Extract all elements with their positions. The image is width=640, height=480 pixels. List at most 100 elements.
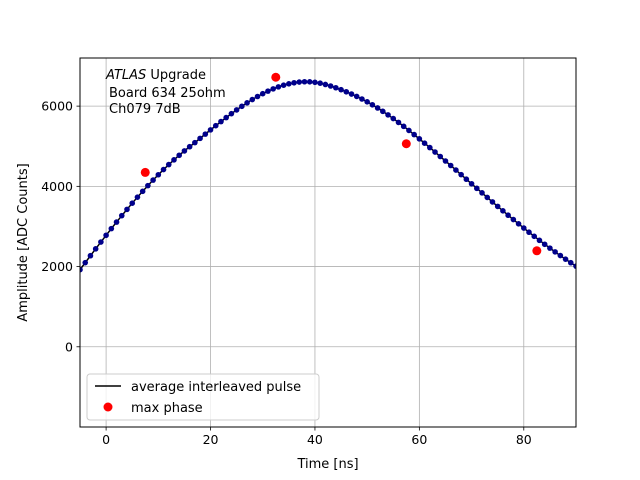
y-tick-label: 2000	[41, 259, 73, 274]
pulse-sample-point	[338, 86, 344, 93]
pulse-sample-point	[165, 161, 172, 168]
pulse-sample-point	[374, 105, 381, 111]
pulse-sample-point	[510, 216, 517, 223]
pulse-sample-point	[567, 259, 574, 266]
annotation-line-1: ATLAS Upgrade	[105, 68, 206, 83]
pulse-sample-point	[186, 143, 193, 150]
x-tick-label: 0	[102, 432, 110, 447]
pulse-sample-point	[286, 81, 292, 87]
annotation-atlas: ATLAS	[105, 68, 146, 83]
pulse-sample-point	[536, 237, 543, 244]
pulse-sample-point	[494, 203, 501, 210]
annotation-line-3: Ch079 7dB	[109, 102, 181, 117]
pulse-sample-point	[249, 96, 256, 103]
pulse-sample-point	[118, 212, 125, 219]
annotation: ATLAS Upgrade Board 634 25ohm Ch079 7dB	[105, 68, 226, 117]
grid	[80, 58, 576, 427]
pulse-sample-point	[333, 84, 339, 91]
pulse-sample-point	[385, 112, 391, 118]
pulse-sample-point	[520, 225, 527, 231]
max-phase-point	[401, 139, 411, 149]
legend: average interleaved pulse max phase	[86, 373, 320, 421]
pulse-sample-point	[280, 82, 287, 88]
pulse-sample-point	[312, 79, 318, 86]
pulse-sample-point	[207, 127, 214, 133]
pulse-sample-point	[474, 185, 480, 192]
pulse-sample-point	[103, 232, 109, 239]
axis-ticks: 0 20 40 60 80 0 2000 4000 6000	[41, 99, 532, 447]
pulse-sample-point	[526, 229, 532, 236]
pulse-sample-point	[453, 167, 459, 173]
pulse-sample-point	[505, 212, 511, 219]
pulse-sample-point	[359, 96, 365, 102]
legend-label-average-pulse: average interleaved pulse	[131, 380, 301, 395]
pulse-sample-point	[442, 158, 449, 164]
pulse-sample-point	[124, 206, 130, 213]
pulse-sample-point	[296, 79, 303, 85]
pulse-sample-point	[484, 194, 491, 201]
pulse-sample-point	[541, 241, 548, 248]
pulse-sample-point	[489, 199, 496, 205]
pulse-sample-point	[547, 245, 553, 251]
pulse-sample-point	[197, 135, 203, 142]
pulse-sample-point	[155, 171, 162, 178]
max-phase-point	[271, 72, 281, 82]
pulse-sample-point	[552, 249, 558, 255]
pulse-sample-point	[254, 93, 261, 100]
y-tick-label: 4000	[41, 179, 73, 194]
pulse-sample-point	[406, 127, 412, 134]
pulse-sample-point	[416, 136, 423, 142]
pulse-sample-point	[92, 246, 99, 252]
pulse-sample-point	[301, 78, 308, 85]
pulse-sample-point	[181, 148, 188, 154]
pulse-sample-point	[82, 259, 89, 266]
pulse-sample-point	[228, 110, 235, 117]
max-phase-point	[140, 167, 150, 177]
pulse-sample-point	[400, 123, 407, 130]
pulse-sample-point	[447, 162, 454, 169]
pulse-sample-point	[223, 114, 229, 121]
pulse-sample-point	[364, 98, 370, 105]
annotation-upgrade: Upgrade	[146, 68, 206, 83]
x-axis-label: Time [ns]	[296, 457, 358, 472]
annotation-line-2: Board 634 25ohm	[109, 86, 226, 101]
pulse-sample-point	[458, 171, 464, 178]
pulse-sample-point	[150, 177, 156, 183]
pulse-sample-point	[306, 79, 313, 85]
legend-label-max-phase: max phase	[131, 401, 203, 416]
pulse-sample-point	[176, 152, 182, 159]
pulse-sample-point	[129, 200, 136, 206]
x-tick-label: 20	[203, 432, 219, 447]
pulse-sample-point	[437, 153, 444, 160]
pulse-sample-point	[80, 266, 83, 273]
pulse-sample-point	[380, 108, 386, 115]
pulse-sample-point	[353, 93, 360, 100]
pulse-sample-point	[317, 80, 323, 86]
plot-data	[80, 72, 576, 273]
pulse-sample-point	[113, 219, 120, 225]
pulse-sample-point	[108, 225, 115, 232]
pulse-sample-point	[343, 88, 350, 95]
pulse-sample-point	[218, 118, 224, 125]
pulse-sample-point	[463, 176, 470, 183]
x-tick-label: 40	[307, 432, 323, 447]
pulse-sample-point	[98, 239, 104, 245]
pulse-sample-point	[411, 131, 417, 138]
pulse-sample-point	[265, 88, 271, 94]
pulse-sample-point	[270, 86, 276, 92]
pulse-sample-point	[390, 115, 397, 122]
pulse-sample-point	[139, 188, 146, 195]
pulse-sample-point	[171, 157, 177, 163]
pulse-sample-point	[239, 103, 245, 110]
x-tick-label: 60	[411, 432, 427, 447]
plot-area	[80, 58, 576, 427]
pulse-sample-point	[479, 190, 485, 196]
pulse-sample-point	[145, 182, 151, 189]
pulse-sample-point	[500, 208, 506, 214]
pulse-sample-point	[573, 263, 576, 269]
pulse-sample-point	[557, 252, 564, 259]
pulse-sample-point	[468, 180, 475, 187]
y-tick-label: 6000	[41, 99, 73, 114]
pulse-sample-point	[562, 256, 569, 262]
